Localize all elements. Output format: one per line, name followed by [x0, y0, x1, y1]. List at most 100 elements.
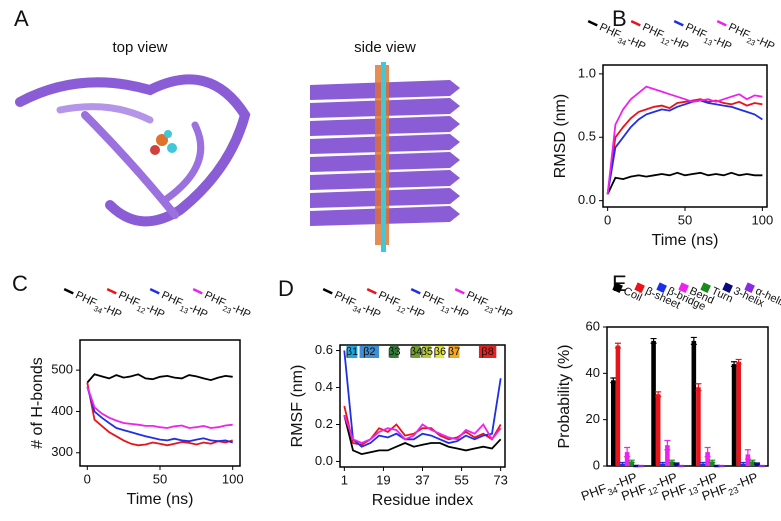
error-bar [678, 464, 685, 468]
legend-label: PHF12-HP [375, 289, 426, 323]
legend-swatch [612, 282, 623, 294]
y-tick-label: 0.0 [315, 453, 333, 468]
plot-frame [339, 344, 506, 468]
series-line [606, 171, 763, 195]
bar [745, 454, 751, 466]
bar [669, 461, 675, 466]
caption: side view [354, 39, 416, 56]
bar [615, 345, 621, 466]
y-tick-label: 300 [51, 444, 73, 459]
y-tick-label: 0.0 [578, 192, 596, 207]
error-bar [628, 459, 635, 464]
y-tick-label: 0.6 [315, 342, 333, 357]
side-view-ribbon [310, 62, 460, 252]
sec-structure-box [411, 346, 421, 358]
error-bar [704, 446, 711, 458]
legend-swatch [744, 282, 755, 294]
sec-structure-label: β8 [481, 346, 493, 358]
panel-label: B [612, 6, 627, 31]
y-tick-label: 40 [586, 365, 600, 380]
legend-line [630, 20, 641, 27]
legend-line [366, 288, 377, 295]
series-line [606, 85, 763, 195]
x-tick-label: 1 [341, 472, 348, 487]
bar [705, 452, 710, 466]
sec-structure-box [359, 346, 380, 358]
y-axis-label: RMSD (nm) [552, 94, 569, 178]
legend-label: PHF23-HP [201, 289, 252, 323]
error-bar [695, 383, 702, 392]
error-bar [614, 342, 621, 349]
error-bar [637, 464, 644, 468]
error-bar [673, 462, 680, 465]
sec-structure-box [478, 346, 497, 358]
legend-line [192, 288, 203, 295]
x-tick-label: 0 [604, 212, 611, 227]
legend-line [149, 288, 160, 295]
sec-structure-label: β1 [346, 346, 358, 358]
series-line [343, 350, 502, 448]
error-bar [709, 459, 716, 464]
x-tick-label: 50 [678, 212, 692, 227]
sec-structure-box [389, 346, 399, 358]
error-bar [735, 358, 742, 365]
y-tick-label: 0 [593, 457, 600, 472]
sec-structure-label: β3 [388, 346, 400, 358]
error-bar [740, 461, 747, 466]
bar [731, 364, 737, 466]
error-bar [659, 461, 666, 466]
x-tick-label: 73 [493, 472, 507, 487]
bar [629, 461, 635, 466]
panel-label: C [12, 271, 28, 296]
error-bar [700, 461, 707, 466]
error-bar [610, 377, 617, 384]
bar [611, 380, 616, 466]
legend-swatch [634, 282, 645, 294]
error-bar [758, 464, 765, 468]
x-axis-label: Residue index [372, 492, 473, 509]
plot-frame [606, 326, 769, 467]
series-line [343, 414, 502, 444]
bar [655, 394, 661, 466]
legend-line [716, 20, 727, 27]
x-tick-label: 19 [376, 472, 390, 487]
bar [696, 387, 701, 466]
y-axis-label: Probability (%) [556, 344, 573, 448]
error-bar [718, 464, 725, 468]
series-line [86, 386, 233, 429]
top-view-ribbon [15, 74, 251, 227]
legend-swatch [722, 282, 733, 294]
legend-line [454, 288, 465, 295]
caption: top view [112, 39, 167, 56]
series-line [86, 386, 233, 444]
x-tick-label: 100 [752, 212, 774, 227]
x-axis-label: Time (ns) [127, 491, 194, 508]
x-tick-label: 50 [153, 471, 167, 486]
sec-structure-box [435, 346, 445, 358]
series-line [86, 373, 233, 384]
sec-structure-label: β4 [410, 346, 422, 358]
y-axis-label: RMSF (nm) [289, 365, 306, 448]
y-tick-label: 500 [51, 362, 73, 377]
bar [709, 461, 715, 466]
bar [651, 340, 656, 466]
legend-item: PHF34-HP [63, 288, 123, 321]
y-tick-label: 1.0 [578, 65, 596, 80]
legend-label: PHF13-HP [419, 289, 470, 323]
sec-structure-box [346, 346, 358, 358]
error-bar [650, 337, 657, 344]
x-tick-label: 100 [222, 471, 244, 486]
sec-structure-label: β2 [363, 346, 375, 358]
y-tick-label: 0.4 [315, 379, 333, 394]
legend-item: PHF34-HP [322, 288, 382, 321]
bar [624, 452, 630, 466]
error-bar [655, 391, 662, 398]
series-line [606, 99, 763, 195]
x-axis-label: Time (ns) [652, 232, 719, 249]
sec-structure-label: β5 [421, 346, 433, 358]
error-bar [690, 336, 697, 345]
y-tick-label: 0.2 [315, 416, 333, 431]
sec-structure-box [448, 346, 460, 358]
bar [691, 340, 697, 466]
series-line [343, 414, 502, 456]
